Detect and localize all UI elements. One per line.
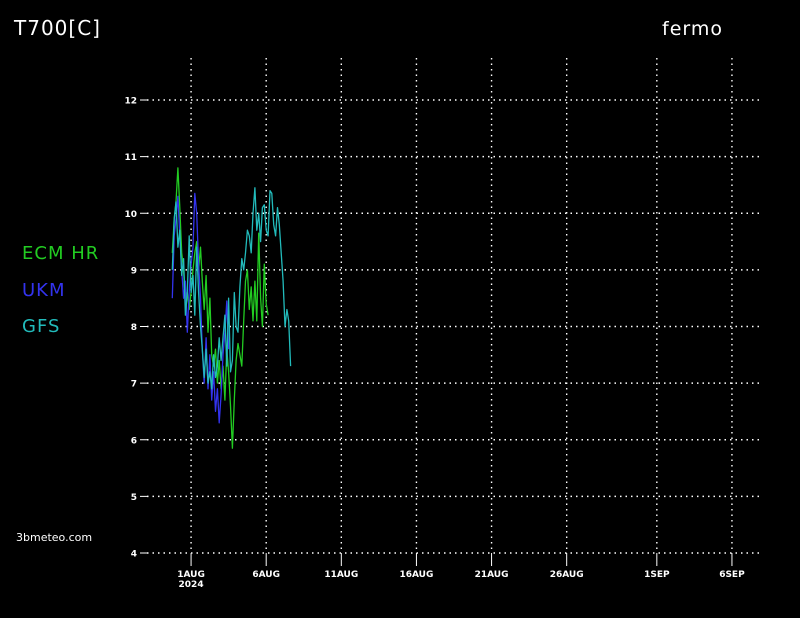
x-tick-label: 1SEP — [644, 570, 670, 580]
y-tick-label: 4 — [131, 550, 137, 560]
y-tick-label: 10 — [124, 210, 137, 220]
x-tick-label: 16AUG — [399, 570, 433, 580]
legend-gfs: GFS — [22, 316, 61, 337]
x-tick-sublabel: 2024 — [179, 580, 204, 590]
y-tick-label: 8 — [131, 323, 137, 333]
x-tick-label: 21AUG — [475, 570, 509, 580]
x-tick-label: 26AUG — [550, 570, 584, 580]
x-tick-label: 6AUG — [252, 570, 280, 580]
chart-title: T700[C] — [14, 16, 101, 40]
location-label: fermo — [662, 18, 723, 40]
legend-ukm: UKM — [22, 280, 66, 301]
grid-layer — [147, 58, 762, 554]
y-tick-label: 12 — [124, 97, 137, 107]
x-tick-label: 11AUG — [324, 570, 358, 580]
y-tick-label: 5 — [131, 493, 137, 503]
legend-ecm-hr: ECM HR — [22, 243, 100, 264]
y-tick-label: 9 — [131, 266, 137, 276]
y-tick-label: 11 — [124, 153, 137, 163]
series-layer — [171, 167, 292, 449]
series-line-gfs — [171, 187, 292, 390]
x-tick-label: 1AUG — [177, 570, 205, 580]
credit-text: 3bmeteo.com — [16, 531, 93, 544]
y-tick-label: 6 — [131, 436, 137, 446]
x-tick-label: 6SEP — [719, 570, 745, 580]
y-tick-label: 7 — [131, 380, 137, 390]
